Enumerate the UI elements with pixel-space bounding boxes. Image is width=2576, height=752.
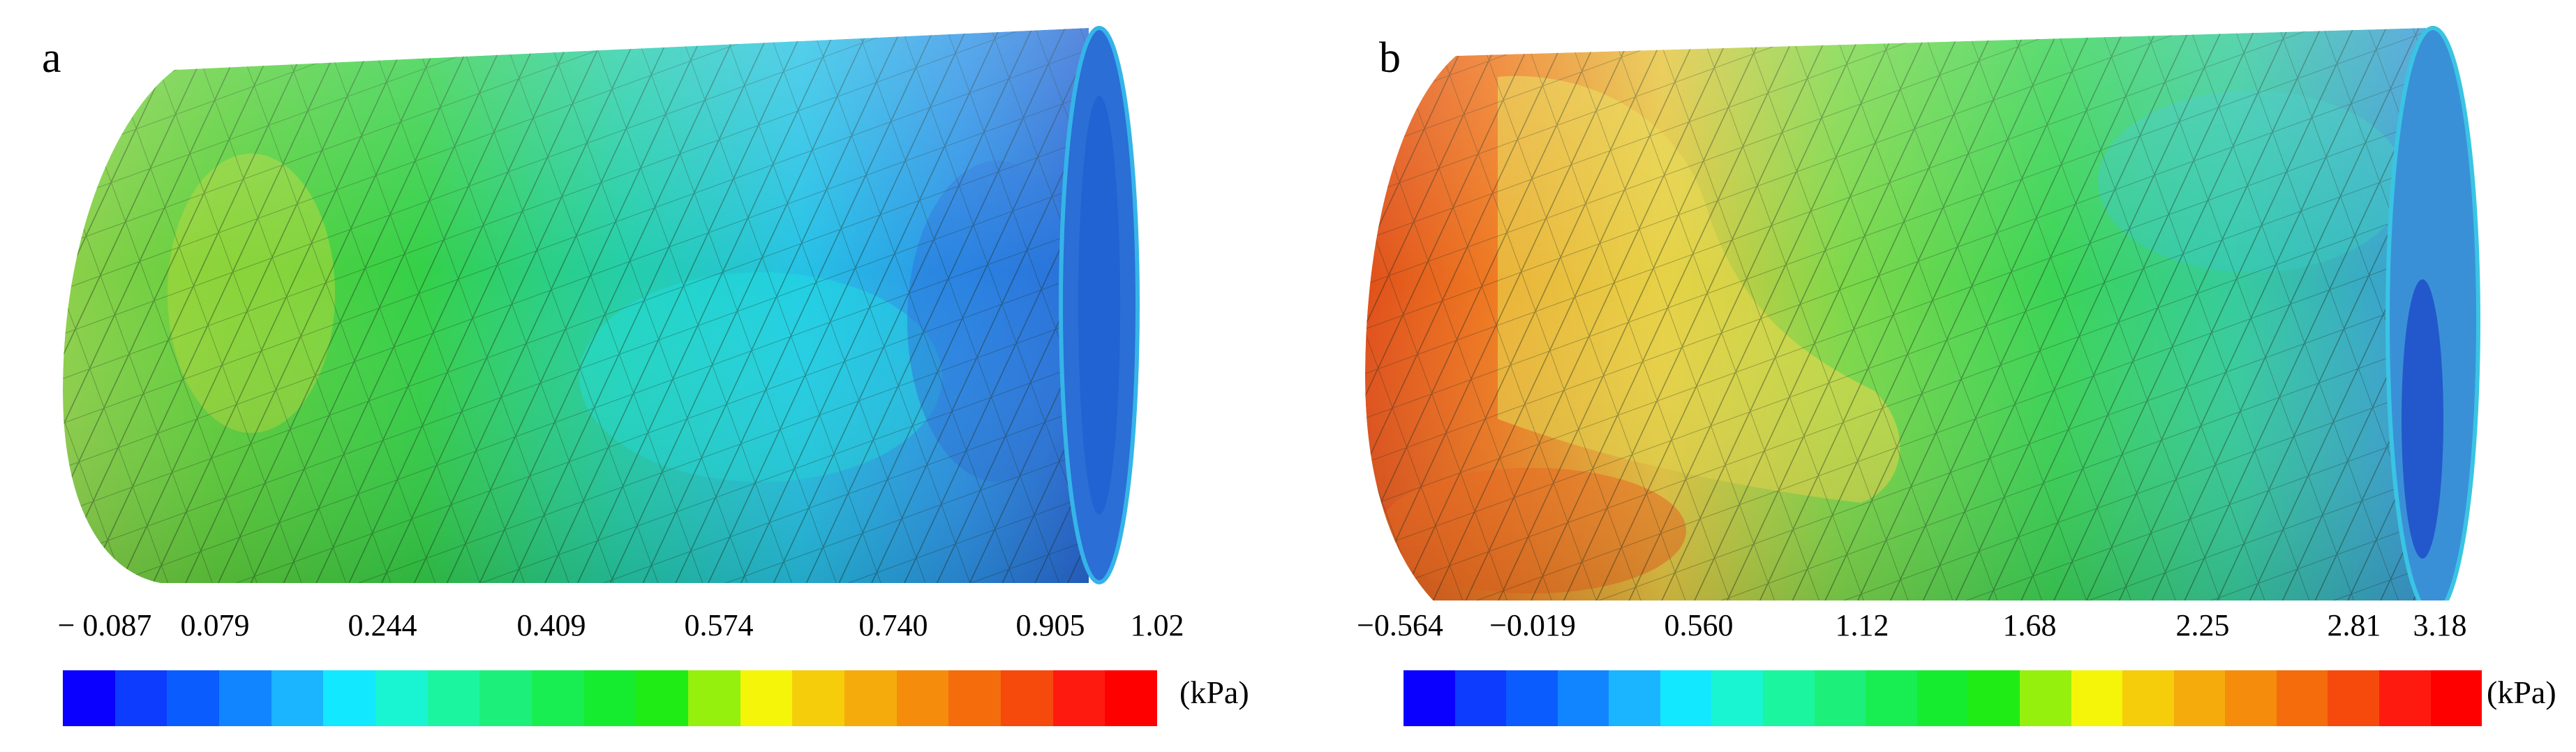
- colorbar-tick-label: 0.905: [1015, 608, 1085, 642]
- colorbar-segment: [427, 670, 480, 726]
- colorbar-segment: [792, 670, 845, 726]
- colorbar-segment: [896, 670, 949, 726]
- colorbar-tick-label: 1.12: [1835, 608, 1889, 642]
- colorbar-segment: [2378, 670, 2431, 726]
- colorbar-segment: [740, 670, 793, 726]
- colorbar-segment: [1814, 670, 1866, 726]
- colorbar-segment: [636, 670, 689, 726]
- colorbar-segment: [375, 670, 428, 726]
- unit-label: (kPa): [2487, 674, 2556, 710]
- colorbar-segment: [2019, 670, 2071, 726]
- panel-b: b: [1288, 0, 2576, 752]
- colorbar-segment: [479, 670, 533, 726]
- colorbar-segment: [1866, 670, 1917, 726]
- cylinder-contour-plot: [1365, 26, 2480, 600]
- colorbar-segment: [271, 670, 324, 726]
- colorbar-segment: [1001, 670, 1053, 726]
- colorbar-tick-label: 0.409: [516, 608, 586, 642]
- colorbar-segment: [2173, 670, 2226, 726]
- cylinder-contour-plot: [63, 26, 1140, 584]
- colorbar-tick-label: − 0.087: [57, 608, 152, 642]
- colorbar-segment: [219, 670, 271, 726]
- colorbar-tick-label: −0.019: [1489, 608, 1576, 642]
- panel-a: a: [42, 26, 1249, 726]
- panel-label: b: [1379, 34, 1401, 82]
- colorbar-segment: [1557, 670, 1609, 726]
- colorbar-segment: [1105, 670, 1158, 726]
- colorbar-segment: [948, 670, 1002, 726]
- colorbar-segment: [2328, 670, 2379, 726]
- colorbar-segment: [2276, 670, 2328, 726]
- colorbar-segment: [167, 670, 220, 726]
- colorbar-tick-label: 2.25: [2175, 608, 2230, 642]
- colorbar-tick-label: 0.244: [348, 608, 417, 642]
- colorbar-segment: [1968, 670, 2020, 726]
- colorbar: [1404, 670, 2482, 726]
- colorbar-segment: [63, 670, 115, 726]
- colorbar-segment: [2225, 670, 2277, 726]
- panel-label: a: [42, 34, 61, 82]
- colorbar-tick-label: 0.574: [684, 608, 754, 642]
- colorbar-tick-label: −0.564: [1357, 608, 1443, 642]
- colorbar-segment: [688, 670, 740, 726]
- colorbar-tick-label: 2.81: [2327, 608, 2381, 642]
- colorbar-tick-label: 1.02: [1130, 608, 1184, 642]
- colorbar-segment: [114, 670, 167, 726]
- colorbar-segment: [2122, 670, 2174, 726]
- colorbar-segment: [323, 670, 376, 726]
- colorbar-tick-label: 0.079: [180, 608, 250, 642]
- colorbar: [63, 670, 1158, 726]
- colorbar-segment: [1506, 670, 1558, 726]
- colorbar-segment: [1404, 670, 1455, 726]
- colorbar-segment: [1454, 670, 1507, 726]
- colorbar-tick-label: 1.68: [2002, 608, 2057, 642]
- colorbar-segment: [1660, 670, 1712, 726]
- colorbar-segment: [2071, 670, 2123, 726]
- colorbar-segment: [1052, 670, 1105, 726]
- colorbar-segment: [1916, 670, 1969, 726]
- colorbar-tick-label: 0.560: [1664, 608, 1734, 642]
- unit-label: (kPa): [1179, 674, 1249, 710]
- colorbar-segment: [844, 670, 897, 726]
- colorbar-segment: [2430, 670, 2482, 726]
- colorbar-segment: [1763, 670, 1815, 726]
- colorbar-segment: [532, 670, 584, 726]
- colorbar-tick-label: 3.18: [2413, 608, 2467, 642]
- colorbar-segment: [1609, 670, 1660, 726]
- colorbar-segment: [1711, 670, 1764, 726]
- colorbar-segment: [583, 670, 636, 726]
- colorbar-tick-label: 0.740: [858, 608, 928, 642]
